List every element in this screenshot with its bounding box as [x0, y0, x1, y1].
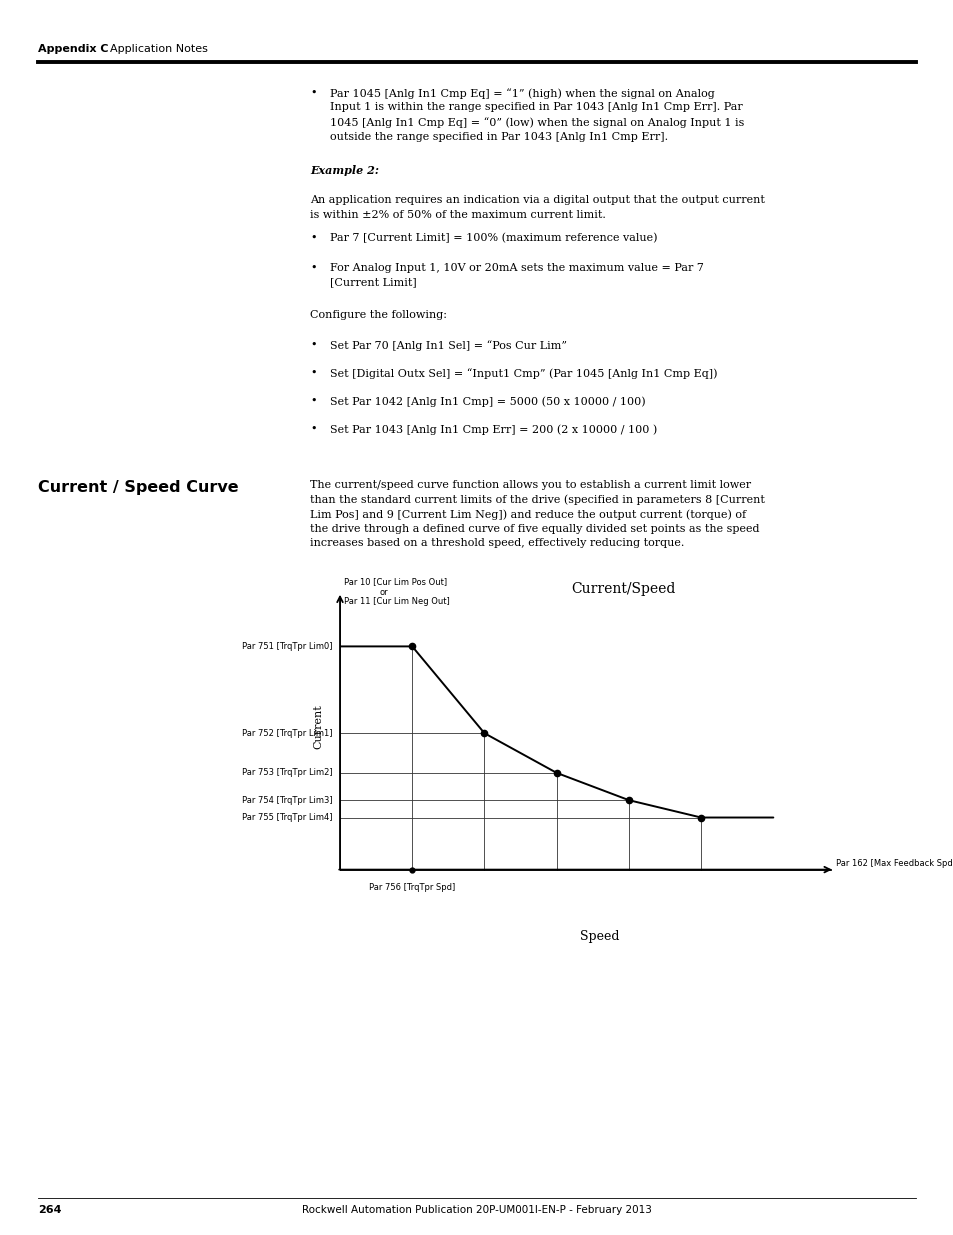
Text: •: • [310, 396, 316, 406]
Text: Par 7 [Current Limit] = 100% (maximum reference value): Par 7 [Current Limit] = 100% (maximum re… [330, 233, 657, 243]
Text: Set [Digital Outx Sel] = “Input1 Cmp” (Par 1045 [Anlg In1 Cmp Eq]): Set [Digital Outx Sel] = “Input1 Cmp” (P… [330, 368, 717, 379]
Text: Rockwell Automation Publication 20P-UM001I-EN-P - February 2013: Rockwell Automation Publication 20P-UM00… [302, 1205, 651, 1215]
Text: 264: 264 [38, 1205, 61, 1215]
Text: Current/Speed: Current/Speed [571, 582, 675, 597]
Text: Par 11 [Cur Lim Neg Out]: Par 11 [Cur Lim Neg Out] [343, 597, 449, 606]
Text: An application requires an indication via a digital output that the output curre: An application requires an indication vi… [310, 195, 764, 205]
Text: Current: Current [313, 705, 323, 750]
Text: Appendix C: Appendix C [38, 44, 109, 54]
Text: Par 10 [Cur Lim Pos Out]: Par 10 [Cur Lim Pos Out] [343, 577, 446, 585]
Text: For Analog Input 1, 10V or 20mA sets the maximum value = Par 7: For Analog Input 1, 10V or 20mA sets the… [330, 263, 703, 273]
Text: is within ±2% of 50% of the maximum current limit.: is within ±2% of 50% of the maximum curr… [310, 210, 605, 220]
Text: •: • [310, 233, 316, 243]
Text: Set Par 1042 [Anlg In1 Cmp] = 5000 (50 x 10000 / 100): Set Par 1042 [Anlg In1 Cmp] = 5000 (50 x… [330, 396, 645, 406]
Text: Par 754 [TrqTpr Lim3]: Par 754 [TrqTpr Lim3] [242, 795, 333, 805]
Text: Current / Speed Curve: Current / Speed Curve [38, 480, 238, 495]
Text: Application Notes: Application Notes [110, 44, 208, 54]
Text: Set Par 70 [Anlg In1 Sel] = “Pos Cur Lim”: Set Par 70 [Anlg In1 Sel] = “Pos Cur Lim… [330, 340, 566, 351]
Text: increases based on a threshold speed, effectively reducing torque.: increases based on a threshold speed, ef… [310, 538, 683, 548]
Text: Par 753 [TrqTpr Lim2]: Par 753 [TrqTpr Lim2] [242, 768, 333, 777]
Text: Input 1 is within the range specified in Par 1043 [Anlg In1 Cmp Err]. Par: Input 1 is within the range specified in… [330, 103, 742, 112]
Text: •: • [310, 263, 316, 273]
Text: Example 2:: Example 2: [310, 165, 378, 177]
Text: Par 755 [TrqTpr Lim4]: Par 755 [TrqTpr Lim4] [242, 813, 333, 823]
Text: Par 751 [TrqTpr Lim0]: Par 751 [TrqTpr Lim0] [242, 642, 333, 651]
Text: Par 756 [TrqTpr Spd]: Par 756 [TrqTpr Spd] [369, 883, 455, 892]
Text: Par 752 [TrqTpr Lim1]: Par 752 [TrqTpr Lim1] [242, 729, 333, 737]
Text: Speed: Speed [579, 930, 619, 944]
Text: outside the range specified in Par 1043 [Anlg In1 Cmp Err].: outside the range specified in Par 1043 … [330, 131, 667, 142]
Text: [Current Limit]: [Current Limit] [330, 278, 416, 288]
Text: Lim Pos] and 9 [Current Lim Neg]) and reduce the output current (torque) of: Lim Pos] and 9 [Current Lim Neg]) and re… [310, 509, 745, 520]
Text: than the standard current limits of the drive (specified in parameters 8 [Curren: than the standard current limits of the … [310, 494, 764, 505]
Text: The current/speed curve function allows you to establish a current limit lower: The current/speed curve function allows … [310, 480, 750, 490]
Text: Par 162 [Max Feedback Spd]: Par 162 [Max Feedback Spd] [835, 858, 953, 868]
Text: •: • [310, 88, 316, 98]
Text: •: • [310, 368, 316, 378]
Text: 1045 [Anlg In1 Cmp Eq] = “0” (low) when the signal on Analog Input 1 is: 1045 [Anlg In1 Cmp Eq] = “0” (low) when … [330, 117, 743, 127]
Text: Configure the following:: Configure the following: [310, 310, 447, 320]
Text: the drive through a defined curve of five equally divided set points as the spee: the drive through a defined curve of fiv… [310, 524, 759, 534]
Text: •: • [310, 340, 316, 350]
Text: •: • [310, 424, 316, 433]
Text: Par 1045 [Anlg In1 Cmp Eq] = “1” (high) when the signal on Analog: Par 1045 [Anlg In1 Cmp Eq] = “1” (high) … [330, 88, 714, 99]
Text: Set Par 1043 [Anlg In1 Cmp Err] = 200 (2 x 10000 / 100 ): Set Par 1043 [Anlg In1 Cmp Err] = 200 (2… [330, 424, 657, 435]
Text: or: or [379, 588, 388, 597]
